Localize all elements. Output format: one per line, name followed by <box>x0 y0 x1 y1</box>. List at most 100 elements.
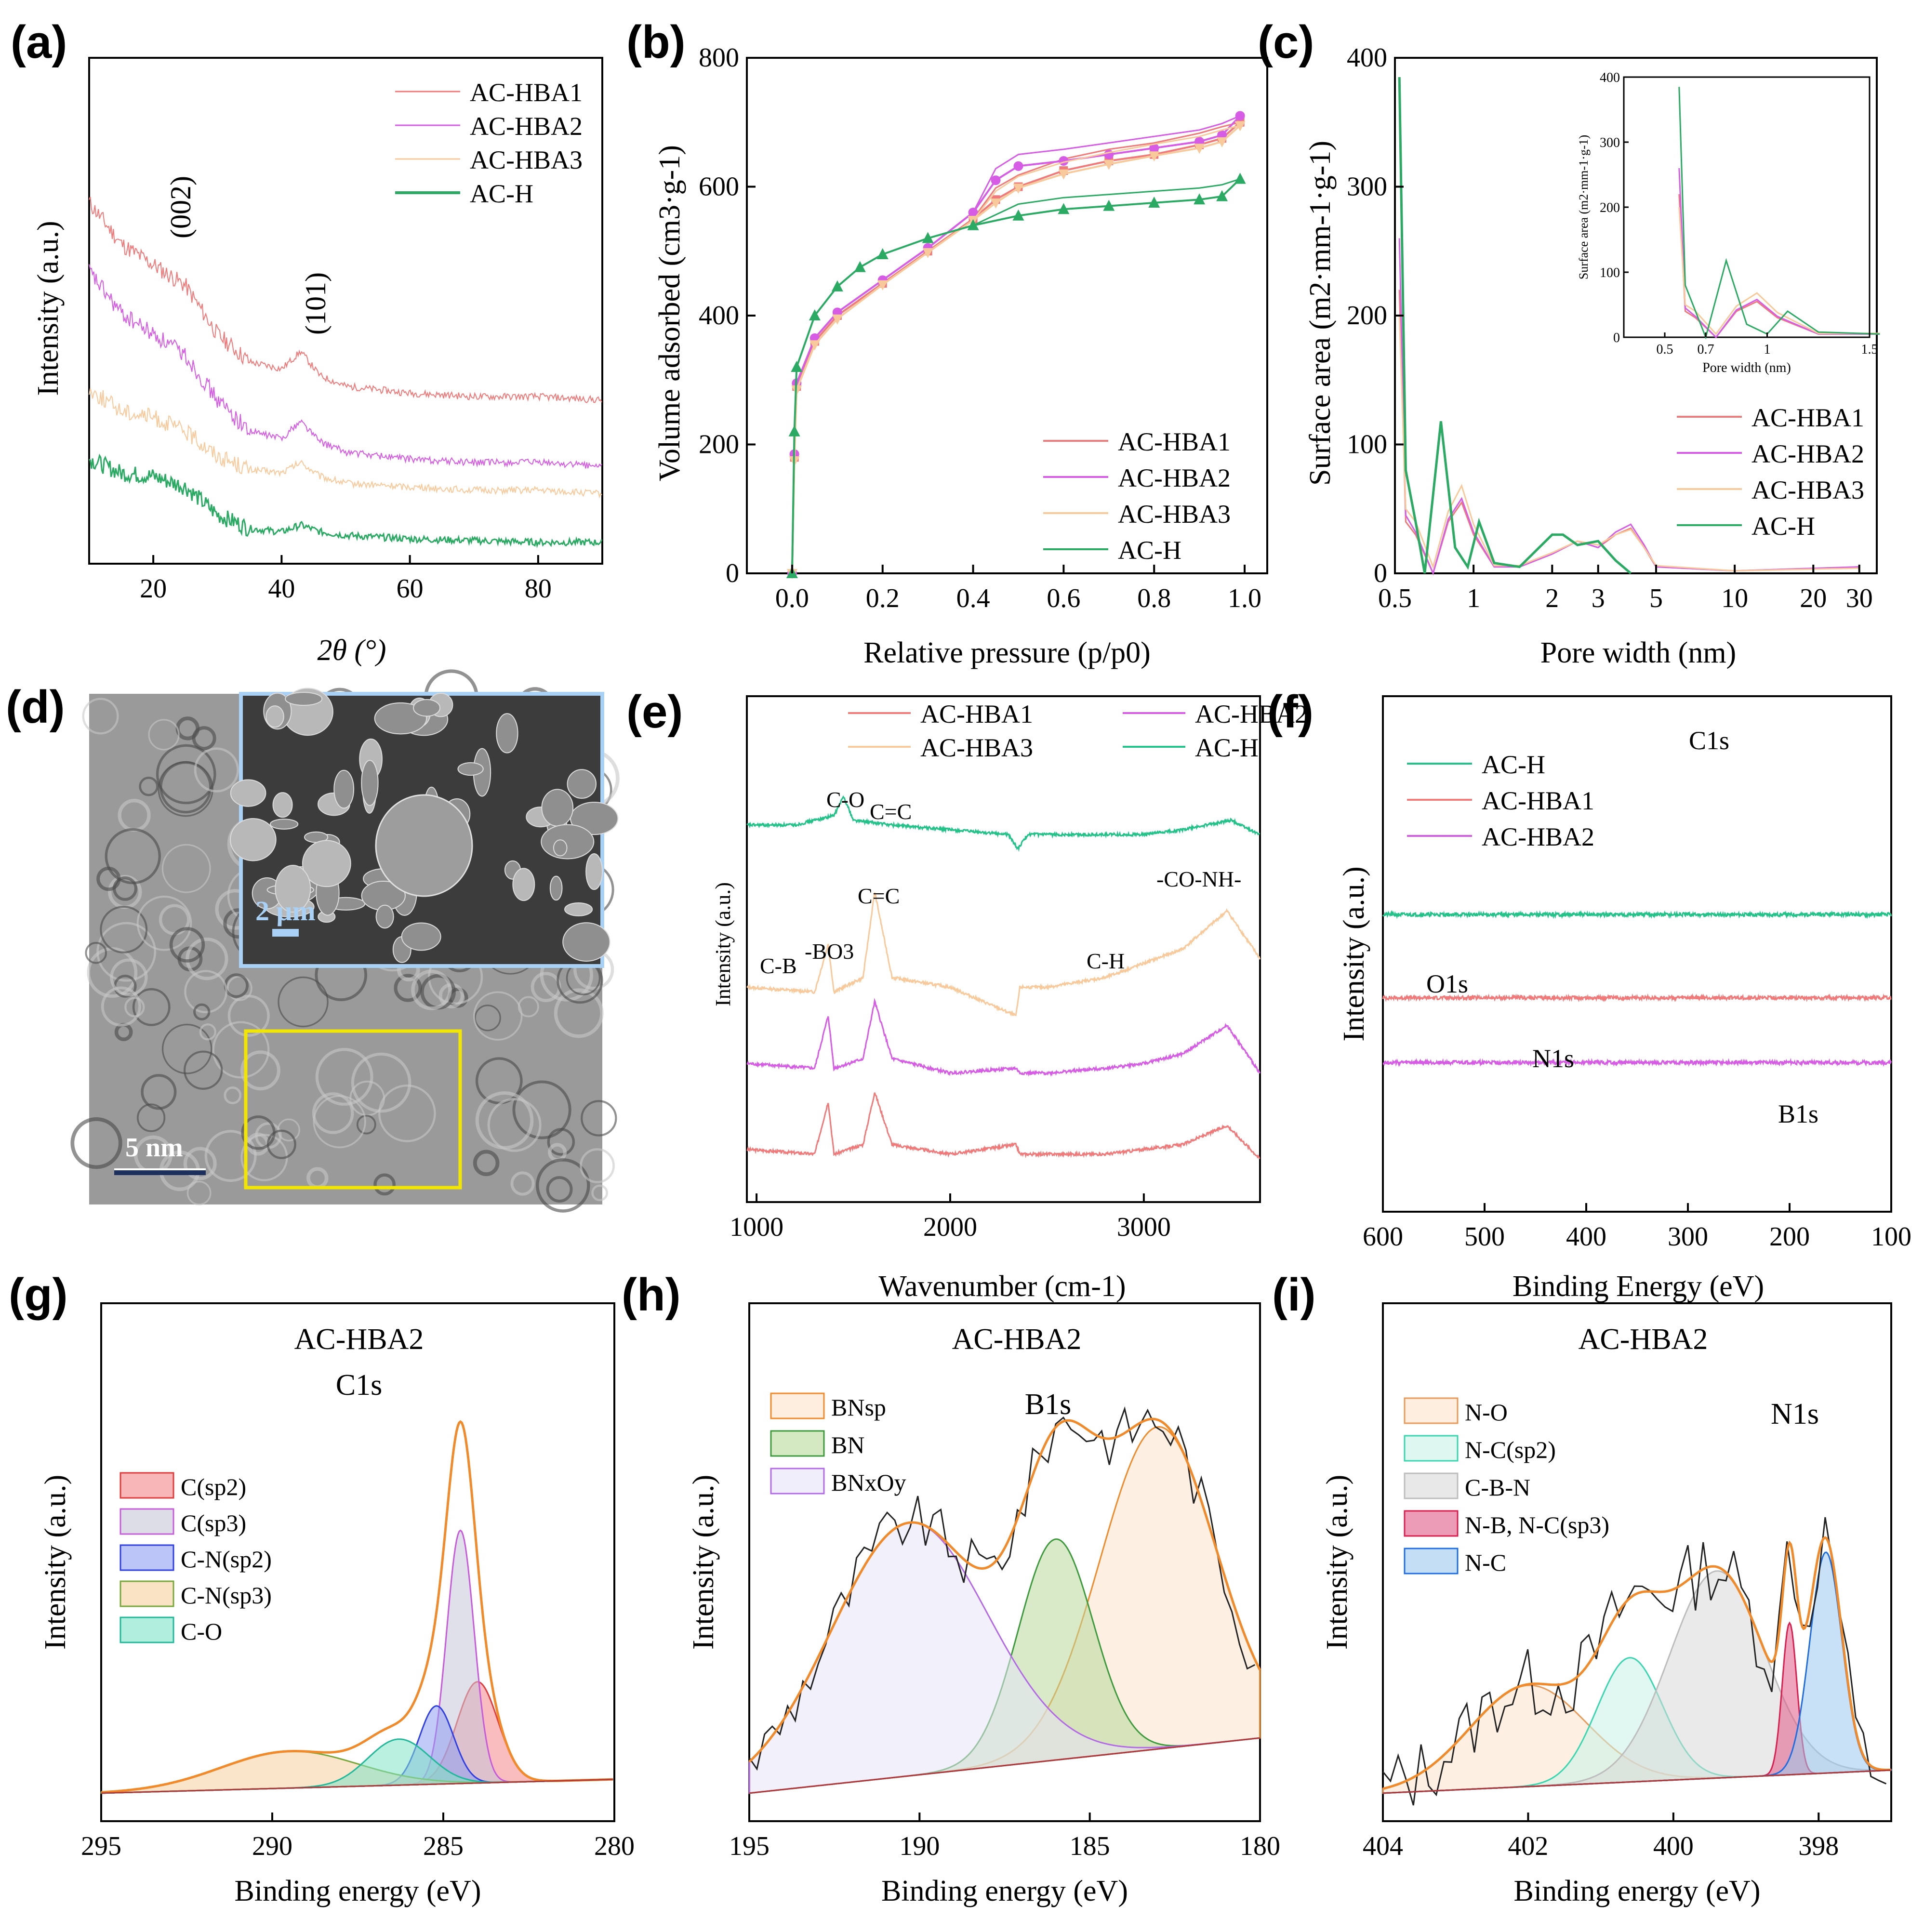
plot-frame <box>748 1302 1261 1822</box>
legend-swatch <box>119 1616 174 1643</box>
legend-entry: AC-H <box>1482 750 1545 779</box>
data-point <box>1234 121 1246 132</box>
tem-fringe <box>161 844 211 893</box>
fit-envelope <box>101 1420 613 1794</box>
y-axis-label: Volume adsorbed (cm3·g-1) <box>653 145 686 481</box>
chart-subtitle: B1s <box>1025 1388 1071 1421</box>
tem-scale-bar-edge <box>114 1168 206 1170</box>
legend-swatch <box>1404 1435 1459 1462</box>
data-point <box>1103 159 1115 170</box>
chart-g: 295 290 285 280 C(sp2) C(sp3) C-N(sp2) C-N(sp3)… <box>39 1302 635 1907</box>
tem-fringe <box>547 1128 575 1156</box>
data-point <box>791 361 803 372</box>
legend-entry: C-N(sp3) <box>181 1582 272 1609</box>
peak-annotation: C-H <box>1087 949 1125 973</box>
ftir-line-ac-hba3 <box>746 892 1261 1017</box>
y-tick-label: 100 <box>1347 430 1387 460</box>
xrd-line-ac-h <box>89 453 603 548</box>
sem-particle <box>265 705 284 728</box>
tem-fringe <box>378 1085 436 1142</box>
data-point <box>990 198 1001 209</box>
x-tick-label: 190 <box>899 1831 940 1861</box>
isotherm-desorption-line <box>791 178 1241 574</box>
chart-c-inset: 0.5 0.7 1 1.5 0 100 200 300 400 Pore width (nm) Su… <box>1577 70 1880 375</box>
panel-label-a: (a) <box>11 16 67 68</box>
x-tick-label: 3 <box>1592 583 1605 613</box>
panel-label-e: (e) <box>626 686 683 738</box>
y-tick-label: 200 <box>699 430 739 460</box>
xps-survey-line-ac-h <box>1382 910 1892 919</box>
panel-label-h: (h) <box>622 1269 681 1321</box>
panel-label-d: (d) <box>6 681 65 733</box>
x-tick-label: 2 <box>1545 583 1559 613</box>
tem-fringe <box>199 1023 216 1041</box>
x-tick-label: 280 <box>594 1831 635 1861</box>
legend-swatch <box>119 1544 174 1571</box>
data-point <box>809 309 821 320</box>
x-tick-label: 30 <box>1846 583 1873 613</box>
sem-particle <box>333 769 355 809</box>
chart-title: AC-HBA2 <box>952 1323 1082 1356</box>
data-point <box>1148 196 1160 208</box>
x-tick-label: 290 <box>252 1831 292 1861</box>
tem-fringe <box>101 986 142 1027</box>
tem-fringe <box>204 1130 257 1182</box>
x-axis-label: Relative pressure (p/p0) <box>863 636 1151 669</box>
sem-particle <box>401 922 441 951</box>
data-point <box>854 261 866 272</box>
legend-entry: C(sp3) <box>181 1509 246 1536</box>
fit-baseline <box>101 1778 613 1794</box>
tem-fringe <box>193 1003 211 1020</box>
data-point <box>967 219 979 230</box>
peak-label-002: (002) <box>165 176 197 238</box>
data-point <box>1104 149 1114 159</box>
x-tick-label: 0.0 <box>775 583 809 613</box>
x-axis-label: Binding energy (eV) <box>1514 1875 1761 1907</box>
sem-particle <box>541 789 574 827</box>
fit-baseline <box>749 1737 1261 1794</box>
psd-line-ac-hba2 <box>1398 238 1859 576</box>
x-axis-label: Pore width (nm) <box>1540 636 1736 669</box>
x-axis-label: Binding energy (eV) <box>235 1875 481 1907</box>
chart-h: 195 190 185 180 BNsp BN BNxOy AC-HBA2 B1s Intensi… <box>687 1302 1280 1907</box>
peak-annotation: -BO3 <box>805 939 854 964</box>
peak-annotation: C=C <box>870 799 912 824</box>
tem-fringe <box>124 997 145 1018</box>
legend-swatch <box>770 1392 825 1419</box>
y-axis-label: Intensity (a.u.) <box>687 1475 720 1650</box>
inset-y-tick-label: 0 <box>1613 331 1620 345</box>
tem-fringe <box>100 905 148 953</box>
sem-particle <box>457 762 484 776</box>
data-point <box>832 314 843 325</box>
legend-swatch <box>119 1580 174 1607</box>
tem-fringe <box>156 744 216 805</box>
y-axis-label: Surface area (m2·mm-1·g-1) <box>1304 141 1337 486</box>
psd-line-ac-hba3 <box>1398 315 1859 572</box>
isotherm-desorption-line <box>791 121 1241 574</box>
tem-selection-box <box>244 1029 462 1190</box>
data-point <box>1194 144 1205 154</box>
legend-entry: AC-HBA1 <box>920 700 1033 728</box>
legend-entry: C-N(sp2) <box>181 1546 272 1573</box>
legend-entry: AC-HBA3 <box>1118 500 1231 529</box>
y-tick-label: 300 <box>1347 172 1387 202</box>
data-point <box>1194 193 1206 205</box>
xps-survey-line-ac-hba2 <box>1382 1058 1892 1067</box>
tem-fringe <box>110 958 148 996</box>
x-tick-label: 185 <box>1070 1831 1110 1861</box>
tem-fringe <box>394 974 422 1002</box>
data-point <box>1149 151 1160 162</box>
panel-label-g: (g) <box>9 1269 68 1321</box>
inset-y-label: Surface area (m2·mm-1·g-1) <box>1577 135 1591 279</box>
raw-spectrum <box>748 1406 1256 1771</box>
tem-fringe <box>517 996 539 1018</box>
legend-swatch <box>119 1472 174 1499</box>
legend-entry: AC-HBA2 <box>1195 700 1308 728</box>
x-tick-label: 5 <box>1649 583 1663 613</box>
x-tick-label: 398 <box>1798 1831 1839 1861</box>
tem-fringe <box>473 991 523 1041</box>
x-tick-label: 180 <box>1240 1831 1280 1861</box>
inset-frame <box>1623 76 1871 338</box>
